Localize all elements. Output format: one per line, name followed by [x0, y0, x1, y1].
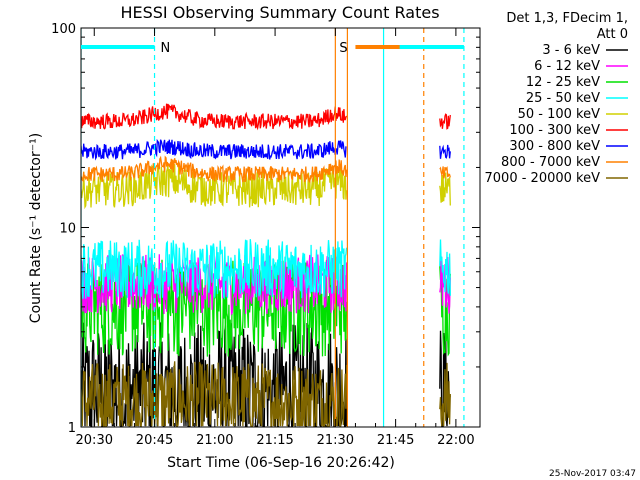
- series-line-7-seg-1: [439, 166, 451, 179]
- series-line-2-seg-1: [439, 266, 451, 357]
- x-tick-label: 22:00: [437, 433, 474, 448]
- legend-header-line-1: Det 1,3, FDecim 1,: [506, 11, 628, 26]
- legend-label: 800 - 7000 keV: [501, 155, 600, 170]
- chart-title: HESSI Observing Summary Count Rates: [120, 3, 439, 22]
- x-tick-label: 21:45: [377, 433, 414, 448]
- series-line-8-seg-1: [439, 362, 451, 427]
- x-tick-label: 20:45: [136, 433, 173, 448]
- legend-label: 300 - 800 keV: [509, 139, 600, 154]
- x-tick-label: 21:00: [196, 433, 233, 448]
- series-line-5-seg-0: [81, 103, 348, 131]
- y-tick-label: 100: [51, 22, 76, 37]
- y-axis-label: Count Rate (s⁻¹ detector⁻¹): [28, 133, 44, 323]
- y-tick-label: 1: [68, 421, 76, 436]
- series-line-3-seg-0: [81, 239, 348, 300]
- annotation-label-S: S: [339, 41, 347, 56]
- legend-label: 3 - 6 keV: [542, 43, 600, 58]
- series-line-5-seg-1: [439, 113, 451, 130]
- series-line-7-seg-0: [81, 155, 348, 184]
- y-tick-label: 10: [59, 222, 76, 237]
- generation-timestamp: 25-Nov-2017 03:47: [549, 469, 636, 479]
- x-tick-label: 21:15: [256, 433, 293, 448]
- legend-label: 7000 - 20000 keV: [485, 171, 601, 186]
- legend-label: 12 - 25 keV: [526, 75, 600, 90]
- series-line-3-seg-1: [439, 239, 451, 296]
- series-line-8-seg-0: [81, 361, 348, 427]
- legend-label: 100 - 300 keV: [509, 123, 600, 138]
- series-line-4-seg-0: [81, 164, 348, 210]
- legend-label: 50 - 100 keV: [518, 107, 601, 122]
- annotation-label-N: N: [161, 41, 171, 56]
- legend-header-line-2: Att 0: [597, 27, 628, 42]
- legend-label: 25 - 50 keV: [526, 91, 600, 106]
- legend-label: 6 - 12 keV: [534, 59, 600, 74]
- x-tick-label: 21:30: [317, 433, 354, 448]
- x-tick-label: 20:30: [76, 433, 113, 448]
- series-line-6-seg-0: [81, 138, 347, 161]
- series-line-4-seg-1: [439, 172, 451, 206]
- series-line-6-seg-1: [439, 144, 451, 159]
- x-axis-label: Start Time (06-Sep-16 20:26:42): [167, 455, 395, 471]
